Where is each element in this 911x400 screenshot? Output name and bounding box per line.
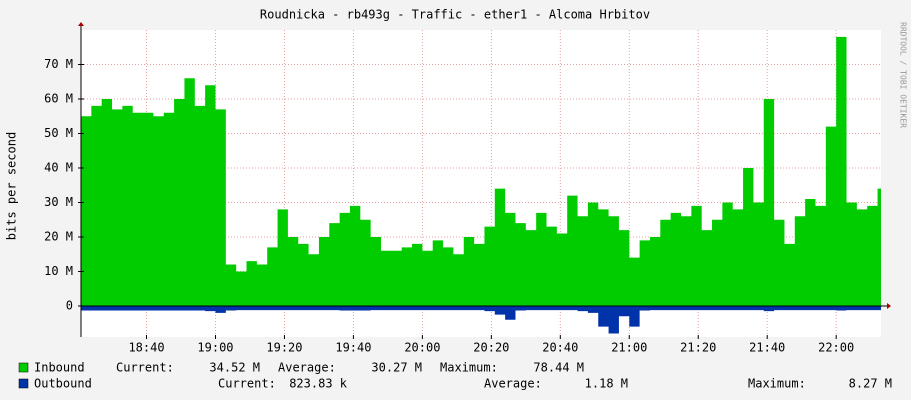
axis-arrow (887, 302, 891, 309)
legend-stat-value: 8.27 M (849, 377, 892, 391)
legend-stat-value: 823.83 k (289, 377, 348, 391)
legend-stat-value: 30.27 M (371, 361, 422, 375)
y-tick-label: 10 M (44, 264, 73, 278)
legend-stat-value: 1.18 M (585, 377, 628, 391)
x-tick-label: 20:00 (404, 341, 440, 355)
legend-label: Outbound (34, 377, 92, 391)
y-axis-label: bits per second (5, 132, 19, 240)
legend-stat-label: Average: (484, 377, 542, 391)
watermark: RRDTOOL / TOBI OETIKER (899, 22, 908, 128)
legend-stat-label: Current: (218, 377, 276, 391)
x-tick-label: 21:20 (680, 341, 716, 355)
x-tick-label: 21:00 (611, 341, 647, 355)
y-tick-label: 20 M (44, 229, 73, 243)
y-tick-label: 40 M (44, 160, 73, 174)
x-tick-label: 18:40 (128, 341, 164, 355)
x-tick-label: 19:20 (266, 341, 302, 355)
chart-title: Roudnicka - rb493g - Traffic - ether1 - … (260, 8, 650, 22)
x-tick-label: 20:40 (542, 341, 578, 355)
area (81, 305, 881, 334)
legend-swatch (18, 362, 29, 373)
legend-stat-value: 78.44 M (533, 361, 584, 375)
area (81, 36, 881, 306)
legend-stat-label: Maximum: (748, 377, 806, 391)
y-tick-label: 50 M (44, 126, 73, 140)
y-tick-label: 0 (66, 298, 73, 312)
axis-arrow (78, 22, 84, 26)
x-tick-label: 22:00 (818, 341, 854, 355)
x-tick-label: 19:00 (197, 341, 233, 355)
legend-stat-label: Maximum: (440, 361, 498, 375)
y-tick-label: 60 M (44, 91, 73, 105)
x-tick-label: 21:40 (749, 341, 785, 355)
y-tick-label: 30 M (44, 195, 73, 209)
legend-label: Inbound (34, 361, 85, 375)
legend-stat-label: Current: (116, 361, 174, 375)
legend-stat-value: 34.52 M (209, 361, 260, 375)
y-tick-label: 70 M (44, 57, 73, 71)
x-tick-label: 19:40 (335, 341, 371, 355)
legend-stat-label: Average: (278, 361, 336, 375)
x-tick-label: 20:20 (473, 341, 509, 355)
legend-swatch (18, 378, 29, 389)
